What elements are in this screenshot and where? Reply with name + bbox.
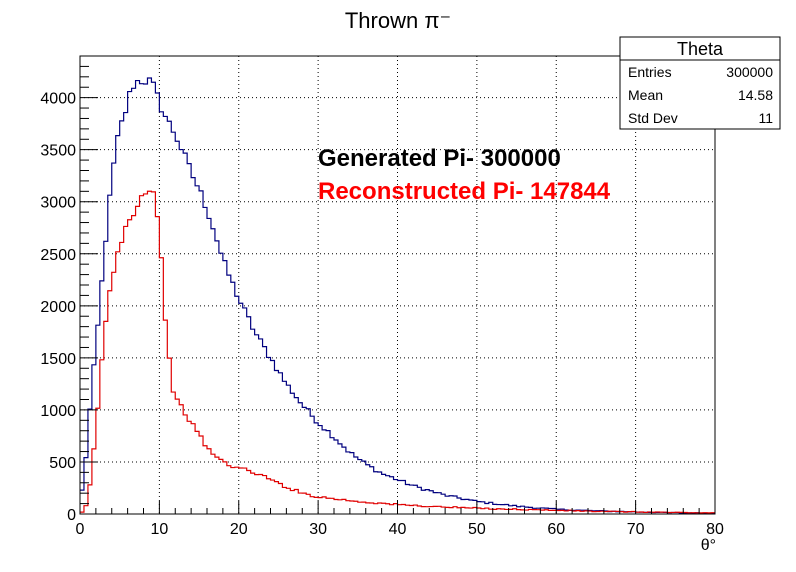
x-tick-label: 10 xyxy=(150,521,168,538)
axes: 0 10 20 30 40 50 60 70 80 0 500 1000 1500 2000 2500 300… xyxy=(40,55,724,538)
x-tick-label: 0 xyxy=(76,521,85,538)
x-tick-label: 60 xyxy=(547,521,565,538)
y-tick-label: 0 xyxy=(67,507,76,524)
annotation-reconstructed: Reconstructed Pi- 147844 xyxy=(318,178,611,205)
x-tick-label: 20 xyxy=(230,521,248,538)
x-tick-label: 30 xyxy=(309,521,327,538)
stats-mean-label: Mean xyxy=(628,87,663,103)
stats-stddev-value: 11 xyxy=(758,110,773,126)
x-tick-label: 50 xyxy=(468,521,486,538)
stats-box: Theta Entries 300000 Mean 14.58 Std Dev … xyxy=(619,36,781,130)
y-tick-label: 500 xyxy=(49,455,76,472)
x-axis-label: θ° xyxy=(701,537,716,554)
chart-title: Thrown π⁻ xyxy=(345,8,451,33)
x-tick-label: 40 xyxy=(389,521,407,538)
stats-entries-value: 300000 xyxy=(726,64,773,80)
stats-box-frame xyxy=(619,36,781,130)
y-tick-label: 1500 xyxy=(40,351,76,368)
y-tick-label: 2000 xyxy=(40,299,76,316)
stats-box-title: Theta xyxy=(677,39,724,59)
stats-mean-value: 14.58 xyxy=(738,87,773,103)
x-tick-label: 70 xyxy=(627,521,645,538)
annotation-generated: Generated Pi- 300000 xyxy=(318,145,561,172)
stats-entries-label: Entries xyxy=(628,64,672,80)
x-tick-label: 80 xyxy=(706,521,724,538)
y-tick-label: 4000 xyxy=(40,91,76,108)
y-tick-label: 2500 xyxy=(40,247,76,264)
stats-stddev-label: Std Dev xyxy=(628,110,678,126)
y-tick-label: 3500 xyxy=(40,143,76,160)
grid xyxy=(80,56,715,514)
y-tick-label: 1000 xyxy=(40,403,76,420)
y-tick-label: 3000 xyxy=(40,195,76,212)
